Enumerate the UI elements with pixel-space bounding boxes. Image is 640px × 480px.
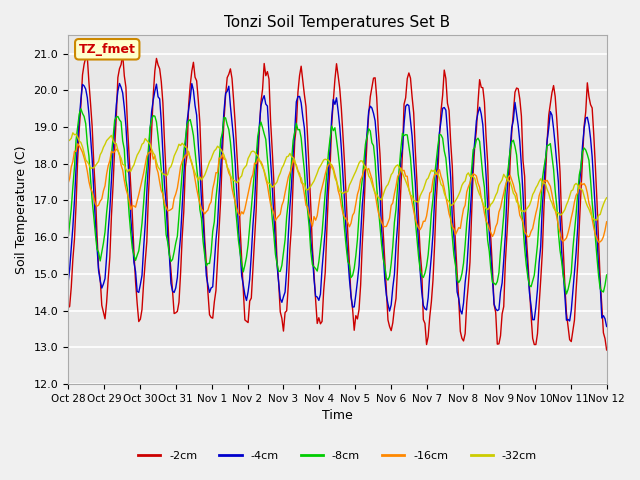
-8cm <box>77 106 84 112</box>
-8cm <box>185 118 193 124</box>
-8cm <box>70 165 78 170</box>
-2cm <box>603 347 611 353</box>
-16cm <box>595 240 602 245</box>
-16cm <box>70 148 78 154</box>
-32cm <box>368 180 376 186</box>
Line: -16cm: -16cm <box>68 144 607 242</box>
-32cm <box>506 179 514 185</box>
-8cm <box>513 152 520 158</box>
-16cm <box>506 172 514 178</box>
-32cm <box>185 151 193 156</box>
-8cm <box>227 139 234 145</box>
-4cm <box>513 111 520 117</box>
-8cm <box>563 291 570 297</box>
-2cm <box>513 85 520 91</box>
-4cm <box>116 81 124 86</box>
-2cm <box>119 51 127 57</box>
Title: Tonzi Soil Temperatures Set B: Tonzi Soil Temperatures Set B <box>224 15 451 30</box>
-32cm <box>603 195 611 201</box>
-2cm <box>227 66 234 72</box>
-8cm <box>603 272 611 278</box>
Line: -32cm: -32cm <box>68 133 607 220</box>
Legend: -2cm, -4cm, -8cm, -16cm, -32cm: -2cm, -4cm, -8cm, -16cm, -32cm <box>133 447 541 466</box>
-32cm <box>591 217 599 223</box>
Line: -4cm: -4cm <box>68 84 607 326</box>
-32cm <box>69 130 77 136</box>
X-axis label: Time: Time <box>322 409 353 422</box>
-8cm <box>368 140 376 145</box>
-16cm <box>227 173 234 179</box>
-4cm <box>603 324 611 329</box>
-4cm <box>506 145 514 151</box>
-16cm <box>185 149 193 155</box>
-4cm <box>368 105 376 111</box>
Y-axis label: Soil Temperature (C): Soil Temperature (C) <box>15 145 28 274</box>
-4cm <box>64 280 72 286</box>
Line: -8cm: -8cm <box>68 109 607 294</box>
-4cm <box>227 103 234 109</box>
-16cm <box>603 219 611 225</box>
-8cm <box>64 237 72 242</box>
Text: TZ_fmet: TZ_fmet <box>79 43 136 56</box>
-16cm <box>64 180 72 186</box>
-32cm <box>72 132 80 137</box>
-2cm <box>70 236 78 242</box>
-2cm <box>368 84 376 90</box>
-4cm <box>70 198 78 204</box>
-16cm <box>513 191 520 197</box>
Line: -2cm: -2cm <box>68 54 607 350</box>
-2cm <box>185 103 193 108</box>
-2cm <box>506 158 514 164</box>
-8cm <box>506 147 514 153</box>
-32cm <box>227 172 234 178</box>
-32cm <box>64 138 72 144</box>
-16cm <box>74 141 81 147</box>
-2cm <box>64 305 72 311</box>
-32cm <box>513 199 520 205</box>
-16cm <box>368 176 376 182</box>
-4cm <box>185 107 193 112</box>
